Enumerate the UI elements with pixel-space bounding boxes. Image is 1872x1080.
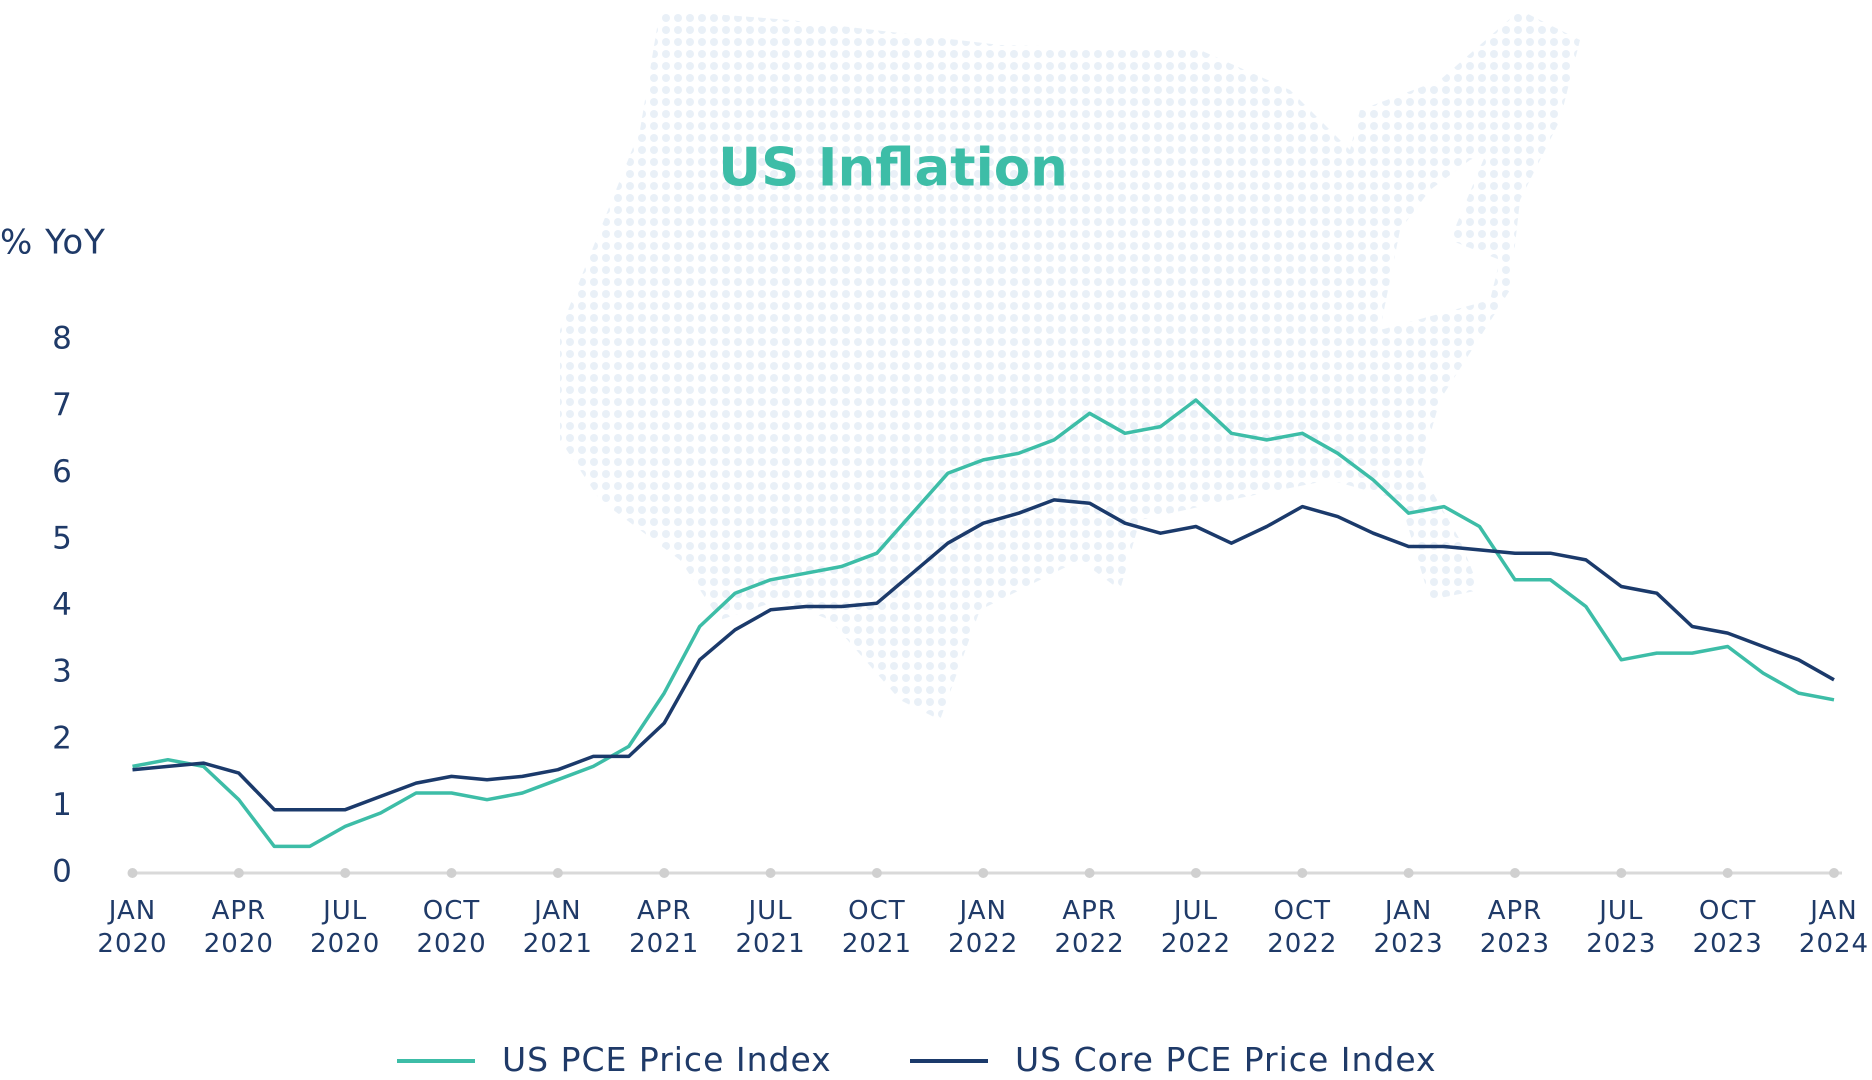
x-tick-label: JUL 2023 (1586, 896, 1657, 959)
map-background (560, 10, 1580, 720)
y-tick-label: 7 (52, 387, 72, 423)
y-tick-label: 0 (52, 854, 72, 890)
y-tick-label: 8 (52, 321, 72, 357)
x-tick-dot (1829, 868, 1839, 878)
x-tick-label: JAN 2020 (97, 896, 168, 959)
x-tick-dot (1509, 868, 1520, 878)
x-tick-dot (1084, 868, 1095, 878)
legend-label: US Core PCE Price Index (1015, 1040, 1437, 1079)
x-tick-dot (1297, 868, 1308, 878)
y-tick-label: 2 (52, 720, 72, 756)
x-tick-label: JUL 2022 (1160, 896, 1232, 959)
x-tick-dot (871, 868, 882, 878)
x-tick-dot (659, 868, 670, 878)
x-tick-dot (1722, 868, 1733, 878)
series-line (132, 498, 1835, 812)
x-tick-label: OCT 2020 (416, 896, 487, 959)
x-tick-label: JAN 2023 (1373, 896, 1444, 959)
x-tick-dot (446, 868, 457, 878)
x-tick-dot (340, 868, 351, 878)
x-tick-label: JAN 2021 (522, 896, 593, 959)
x-tick-label: APR 2020 (203, 896, 274, 959)
y-tick-label: 3 (52, 654, 72, 690)
x-tick-label: APR 2023 (1479, 896, 1551, 959)
x-tick-label: OCT 2021 (841, 896, 912, 959)
x-tick-label: JUL 2021 (735, 896, 806, 959)
x-tick-label: OCT 2022 (1267, 896, 1338, 959)
x-tick-dot (127, 868, 138, 878)
x-tick-dot (1190, 868, 1201, 878)
x-tick-dot (552, 868, 563, 878)
x-tick-label: APR 2022 (1054, 896, 1125, 959)
y-tick-label: 6 (52, 454, 72, 490)
series-line (132, 398, 1835, 849)
x-tick-label: JAN 2022 (948, 896, 1019, 959)
x-tick-dot (1616, 868, 1627, 878)
x-tick-dot (1403, 868, 1414, 878)
x-tick-label: JUL 2020 (310, 896, 381, 959)
x-tick-dot (233, 868, 244, 878)
y-tick-label: 5 (52, 520, 72, 556)
x-tick-label: OCT 2023 (1692, 896, 1763, 959)
x-tick-label: APR 2021 (629, 896, 700, 959)
y-tick-label: 1 (52, 787, 72, 823)
x-tick-dot (978, 868, 989, 878)
x-tick-dot (765, 868, 776, 878)
chart-title: US Inflation (718, 138, 1068, 199)
y-axis-label: % YoY (0, 223, 106, 263)
legend-label: US PCE Price Index (502, 1040, 832, 1079)
y-tick-label: 4 (52, 587, 72, 623)
x-tick-label: JAN 2024 (1798, 896, 1870, 959)
